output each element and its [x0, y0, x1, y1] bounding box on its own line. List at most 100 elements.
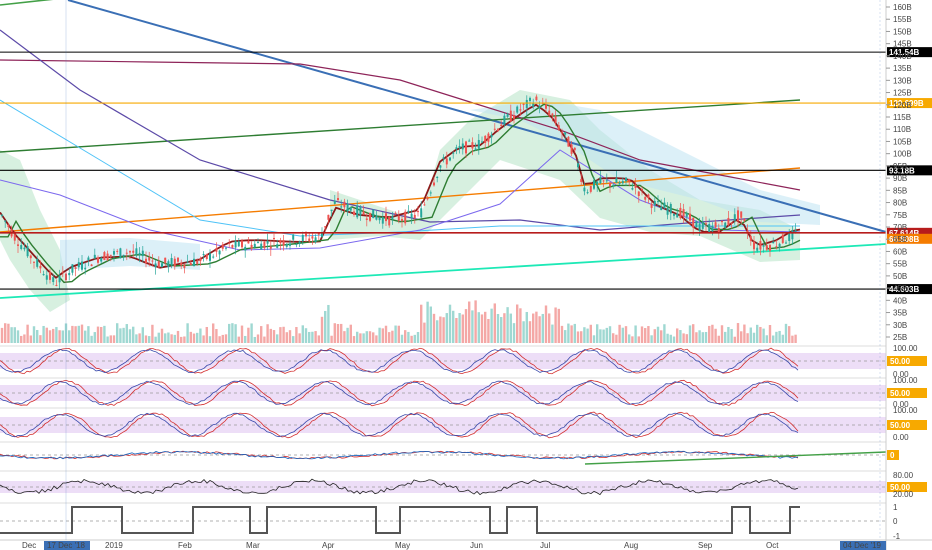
candle-body	[234, 240, 237, 248]
candle-body	[20, 245, 23, 249]
volume-bar	[135, 334, 138, 343]
volume-bar	[404, 330, 407, 343]
candle-body	[490, 134, 493, 138]
volume-bar	[218, 336, 221, 343]
candle-body	[125, 252, 128, 254]
volume-bar	[151, 324, 154, 343]
candle-body	[71, 264, 74, 273]
indicator-tick-label: 0	[893, 517, 898, 526]
volume-bar	[714, 328, 717, 343]
volume-bar	[381, 328, 384, 343]
volume-bar	[708, 325, 711, 343]
volume-bar	[608, 326, 612, 343]
volume-bar	[71, 325, 74, 343]
candle-body	[583, 187, 586, 192]
volume-bar	[199, 328, 202, 343]
candle-body	[308, 238, 311, 242]
candle-body	[167, 261, 170, 268]
volume-bar	[778, 330, 781, 343]
price-tick-label: 160B	[893, 3, 912, 12]
candle-body	[122, 254, 125, 257]
volume-bar	[368, 331, 372, 343]
volume-bar	[103, 325, 106, 343]
candle-body	[397, 216, 400, 221]
price-marker-badge	[887, 284, 932, 295]
candle-body	[753, 241, 755, 250]
time-tick-label: Mar	[246, 541, 260, 550]
volume-bar	[756, 324, 759, 343]
candle-body	[49, 272, 51, 280]
candle-body	[455, 147, 458, 150]
volume-bar	[29, 335, 32, 343]
volume-bar	[260, 326, 263, 343]
indicator-tick-label: 0.00	[893, 400, 909, 409]
candle-body	[378, 217, 381, 221]
candle-body	[759, 240, 762, 250]
candle-body	[356, 205, 359, 218]
price-tick-label: 110B	[893, 125, 911, 134]
candle-body	[721, 220, 723, 223]
candle-body	[199, 258, 202, 262]
candle-body	[189, 262, 192, 266]
candle-body	[257, 241, 259, 243]
rsi-line	[0, 478, 799, 496]
candle-body	[449, 157, 451, 161]
candle-body	[365, 218, 368, 220]
oscillator-line	[0, 379, 799, 407]
candle-body	[209, 253, 211, 261]
candle-body	[484, 135, 487, 143]
volume-bar	[100, 326, 103, 343]
volume-bar	[717, 335, 720, 343]
candle-body	[145, 258, 147, 264]
volume-bar	[416, 332, 420, 343]
volume-bar	[349, 324, 352, 343]
volume-bar	[196, 332, 199, 343]
cloud-area	[0, 150, 70, 312]
volume-bar	[42, 325, 45, 343]
moving-average	[0, 29, 801, 231]
candle-body	[81, 261, 83, 270]
volume-bar	[480, 314, 484, 343]
volume-bar	[407, 331, 410, 343]
candle-body	[637, 191, 640, 197]
volume-bar	[784, 323, 788, 343]
price-axis[interactable]: 160B155B150B145B140B135B130B125B120B115B…	[885, 0, 927, 550]
candle-body	[605, 180, 608, 182]
volume-bar	[138, 333, 141, 343]
candle-body	[413, 214, 416, 219]
volume-bar	[551, 324, 554, 343]
volume-bar	[327, 304, 330, 343]
candle-body	[68, 272, 71, 276]
candle-body	[263, 241, 266, 249]
volume-bar	[320, 316, 324, 343]
candle-body	[625, 177, 627, 182]
candle-body	[113, 251, 115, 255]
volume-bar	[650, 335, 653, 343]
volume-bar	[180, 336, 183, 343]
price-tick-label: 135B	[893, 64, 912, 73]
candle-body	[116, 250, 119, 252]
time-tick-label: Jul	[540, 541, 550, 550]
candle-body	[660, 206, 663, 211]
volume-bar	[554, 307, 557, 343]
price-tick-label: 155B	[893, 15, 912, 24]
candle-body	[305, 233, 307, 237]
volume-bar	[352, 336, 356, 343]
volume-bar	[4, 323, 7, 343]
volume-bar	[596, 324, 599, 343]
candle-body	[7, 224, 10, 228]
trend-lines	[0, 0, 887, 534]
volume-bar	[263, 336, 266, 343]
candle-body	[97, 257, 99, 263]
volume-bar	[452, 310, 455, 343]
volume-bar	[0, 327, 4, 343]
trend-line	[0, 0, 54, 6]
candle-body	[404, 211, 407, 224]
trend-line	[0, 167, 801, 233]
volume-bar	[48, 330, 52, 343]
price-tick-label: 120B	[893, 101, 912, 110]
volume-bar	[548, 313, 551, 343]
volume-bar	[148, 336, 151, 343]
